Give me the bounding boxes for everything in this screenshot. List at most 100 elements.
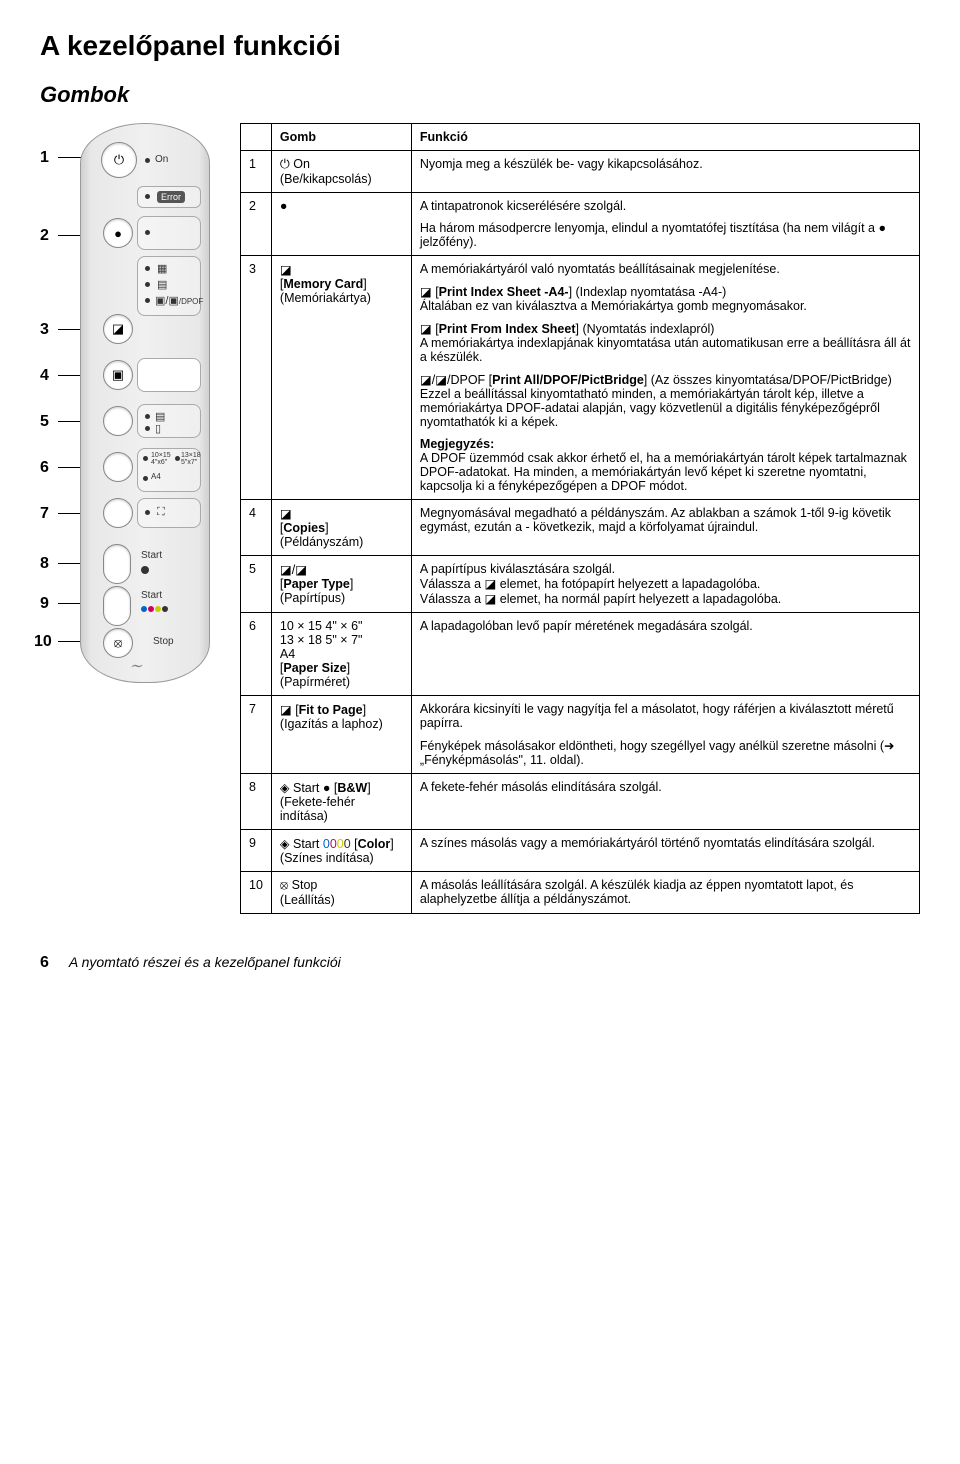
size-led-2	[175, 456, 180, 461]
callout-10: 10	[34, 633, 52, 651]
memory-card-button[interactable]: ◪	[103, 314, 133, 344]
row-btn: ◪[Memory Card](Memóriakártya)	[271, 256, 411, 500]
footer-title: A nyomtató részei és a kezelőpanel funkc…	[69, 954, 341, 972]
decorative-logo: ∼	[129, 656, 142, 676]
color-dots-icon	[141, 606, 168, 612]
table-row: 1 ⏻ On(Be/kikapcsolás) Nyomja meg a kész…	[241, 151, 920, 193]
size-13x18: 13×185"x7"	[181, 452, 201, 466]
row-func: A színes másolás vagy a memóriakártyáról…	[411, 830, 919, 872]
power-led	[145, 158, 150, 163]
papertype-led-2	[145, 426, 150, 431]
callout-2: 2	[40, 227, 49, 245]
table-row: 3 ◪[Memory Card](Memóriakártya) A memóri…	[241, 256, 920, 500]
row-func: Akkorára kicsinyíti le vagy nagyítja fel…	[411, 696, 919, 774]
fit-led	[145, 510, 150, 515]
row-num: 4	[241, 500, 272, 556]
row-btn: ◪[Copies](Példányszám)	[271, 500, 411, 556]
ink-led	[145, 230, 150, 235]
row-btn: ◈ Start 0000 [Color] (Színes indítása)	[271, 830, 411, 872]
callout-3: 3	[40, 321, 49, 339]
row-btn: ◪/◪[Paper Type](Papírtípus)	[271, 556, 411, 613]
row-func: A tintapatronok kicserélésére szolgál. H…	[411, 193, 919, 256]
callout-7: 7	[40, 505, 49, 523]
start-bw-button[interactable]	[103, 544, 131, 584]
plain-paper-icon: ▯	[155, 422, 161, 435]
row-num: 3	[241, 256, 272, 500]
memcard-led-2	[145, 282, 150, 287]
memcard-led-3	[145, 298, 150, 303]
function-table: Gomb Funkció 1 ⏻ On(Be/kikapcsolás) Nyom…	[240, 123, 920, 914]
error-led	[145, 194, 150, 199]
callout-8: 8	[40, 555, 49, 573]
table-row: 10 ⦻ Stop(Leállítás) A másolás leállítás…	[241, 872, 920, 914]
callout-5: 5	[40, 413, 49, 431]
power-button[interactable]: ⏻	[101, 142, 137, 178]
row-func: A memóriakártyáról való nyomtatás beállí…	[411, 256, 919, 500]
table-row: 6 10 × 15 4" × 6"13 × 18 5" × 7"A4[Paper…	[241, 613, 920, 696]
stop-button[interactable]: ⦻	[103, 628, 133, 658]
callout-6: 6	[40, 459, 49, 477]
row-btn: ●	[271, 193, 411, 256]
papertype-led-1	[145, 414, 150, 419]
callout-4: 4	[40, 367, 49, 385]
size-a4: A4	[151, 472, 161, 481]
panel-diagram: 1 2 3 4 5 6 7 8 9 10 ⏻ On Error	[40, 123, 220, 914]
table-row: 7 ◪ [Fit to Page](Igazítás a laphoz) Akk…	[241, 696, 920, 774]
row-func: A másolás leállítására szolgál. A készül…	[411, 872, 919, 914]
size-led-1	[143, 456, 148, 461]
page-footer: 6 A nyomtató részei és a kezelőpanel fun…	[40, 954, 920, 972]
printer-control-panel: ⏻ On Error ● ▦ ▤ ▣/▣/DPOF ◪ ▣	[80, 123, 210, 683]
row-num: 7	[241, 696, 272, 774]
page-number: 6	[40, 954, 49, 972]
row-btn: ◪ [Fit to Page](Igazítás a laphoz)	[271, 696, 411, 774]
stop-label: Stop	[153, 636, 174, 647]
row-num: 1	[241, 151, 272, 193]
copies-display	[137, 358, 201, 392]
page-subtitle: Gombok	[40, 82, 920, 108]
table-row: 5 ◪/◪[Paper Type](Papírtípus) A papírtíp…	[241, 556, 920, 613]
content-wrap: 1 2 3 4 5 6 7 8 9 10 ⏻ On Error	[40, 123, 920, 914]
paper-type-button[interactable]	[103, 406, 133, 436]
paper-type-section	[137, 404, 201, 438]
row-num: 9	[241, 830, 272, 872]
row-btn: ⦻ Stop(Leállítás)	[271, 872, 411, 914]
row-btn: ⏻ On(Be/kikapcsolás)	[271, 151, 411, 193]
table-row: 8 ◈ Start ● [B&W](Fekete-fehér indítása)…	[241, 774, 920, 830]
power-label: On	[155, 154, 168, 165]
row-num: 6	[241, 613, 272, 696]
row-func: A fekete-fehér másolás elindítására szol…	[411, 774, 919, 830]
callout-1: 1	[40, 149, 49, 167]
fit-to-page-icon: ⛶	[157, 506, 165, 519]
size-10x15: 10×154"x6"	[151, 452, 171, 466]
row-func: Megnyomásával megadható a példányszám. A…	[411, 500, 919, 556]
print-from-index-icon: ▤	[157, 278, 167, 291]
start-bw-label: Start	[141, 550, 162, 561]
row-num: 5	[241, 556, 272, 613]
ink-button[interactable]: ●	[103, 218, 133, 248]
table-row: 9 ◈ Start 0000 [Color] (Színes indítása)…	[241, 830, 920, 872]
row-num: 8	[241, 774, 272, 830]
table-header-row: Gomb Funkció	[241, 124, 920, 151]
row-func: A papírtípus kiválasztására szolgál.Vála…	[411, 556, 919, 613]
row-num: 10	[241, 872, 272, 914]
row-func: Nyomja meg a készülék be- vagy kikapcsol…	[411, 151, 919, 193]
fit-to-page-button[interactable]	[103, 498, 133, 528]
start-color-label: Start	[141, 590, 162, 601]
header-button: Gomb	[271, 124, 411, 151]
row-num: 2	[241, 193, 272, 256]
header-empty	[241, 124, 272, 151]
table-row: 2 ● A tintapatronok kicserélésére szolgá…	[241, 193, 920, 256]
table-row: 4 ◪[Copies](Példányszám) Megnyomásával m…	[241, 500, 920, 556]
copies-button[interactable]: ▣	[103, 360, 133, 390]
paper-size-button[interactable]	[103, 452, 133, 482]
start-color-button[interactable]	[103, 586, 131, 626]
error-label: Error	[157, 191, 185, 203]
dpof-label: ▣/▣/DPOF	[155, 294, 203, 307]
row-func: A lapadagolóban levő papír méretének meg…	[411, 613, 919, 696]
callout-9: 9	[40, 595, 49, 613]
row-btn: ◈ Start ● [B&W](Fekete-fehér indítása)	[271, 774, 411, 830]
index-sheet-icon: ▦	[157, 262, 167, 275]
header-function: Funkció	[411, 124, 919, 151]
bw-dot-icon	[141, 566, 149, 574]
memcard-led-1	[145, 266, 150, 271]
